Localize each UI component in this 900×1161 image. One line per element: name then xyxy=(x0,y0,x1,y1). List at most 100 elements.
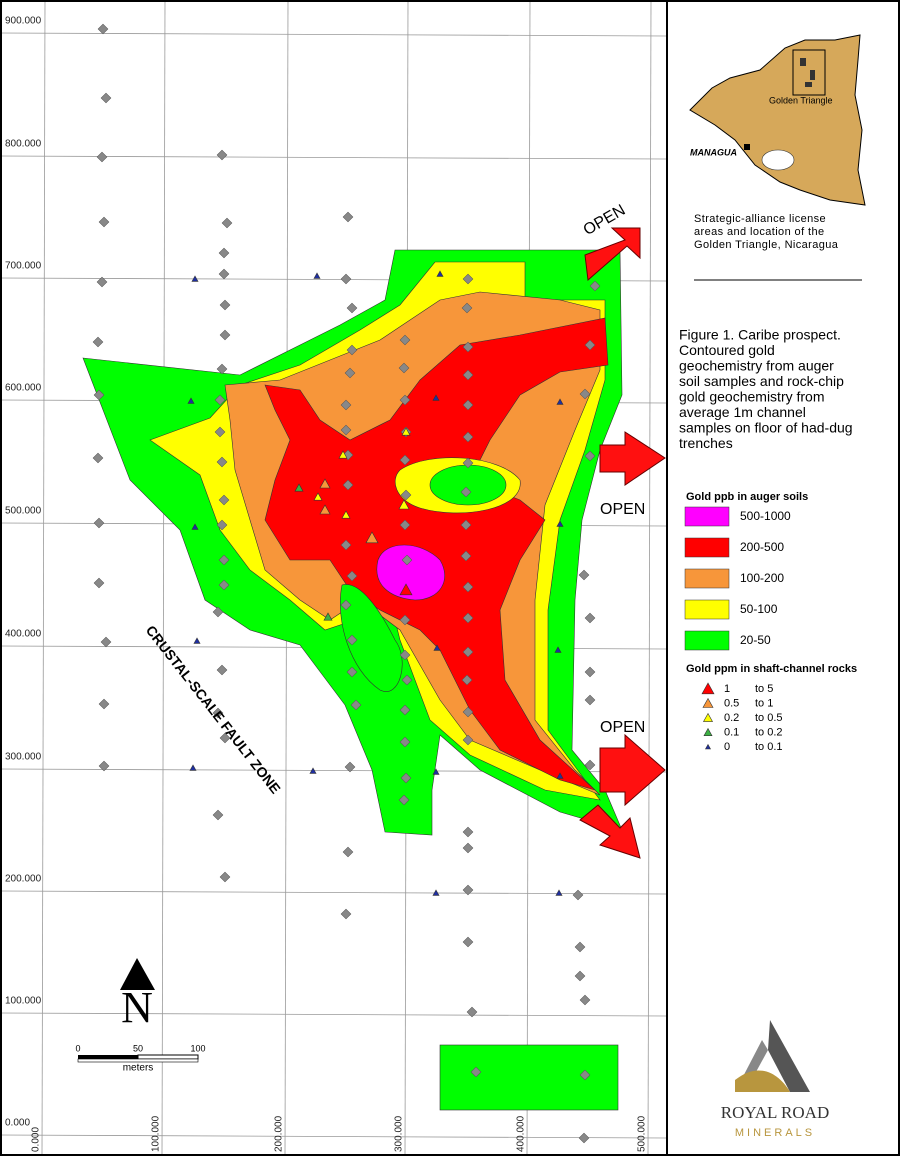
x-coordinate-label: 100.000 xyxy=(151,1115,162,1152)
north-label: N xyxy=(121,983,153,1032)
sample-point xyxy=(216,363,228,375)
sample-point xyxy=(340,424,352,436)
sample-point xyxy=(344,761,356,773)
sample-point xyxy=(584,666,596,678)
contour-green-window xyxy=(429,464,507,506)
rock-sample xyxy=(703,727,713,737)
rock-sample xyxy=(556,520,564,527)
sample-point xyxy=(346,302,358,314)
sample-point xyxy=(401,674,413,686)
sample-point xyxy=(584,612,596,624)
legend-label: 20-50 xyxy=(740,633,771,647)
sample-point xyxy=(344,367,356,379)
sample-point xyxy=(346,344,358,356)
sample-point xyxy=(462,734,474,746)
sample-point xyxy=(214,394,226,406)
scale-bar: 0 50 100 meters xyxy=(75,1043,205,1073)
sample-point xyxy=(579,388,591,400)
sample-point xyxy=(100,636,112,648)
sample-point xyxy=(399,519,411,531)
sample-point xyxy=(216,664,228,676)
rock-sample xyxy=(432,394,440,401)
sample-point xyxy=(214,426,226,438)
logo: ROYAL ROAD MINERALS xyxy=(721,1020,829,1139)
legend-label: to 0.5 xyxy=(755,712,783,724)
sample-point xyxy=(218,268,230,280)
legend-swatch xyxy=(684,568,730,589)
open-arrow xyxy=(599,733,666,807)
rock-sample xyxy=(555,889,563,896)
open-arrow xyxy=(599,431,666,486)
sample-point xyxy=(578,569,590,581)
sample-point xyxy=(219,299,231,311)
y-coordinate-label: 100.000 xyxy=(5,996,42,1007)
contour-south-block xyxy=(439,1044,619,1111)
rock-sample xyxy=(319,478,331,489)
sample-point xyxy=(96,151,108,163)
sample-point xyxy=(466,1006,478,1018)
sample-point xyxy=(342,479,354,491)
grid-line xyxy=(0,1134,668,1139)
y-coordinate-label: 700.000 xyxy=(5,261,42,272)
sample-point xyxy=(462,273,474,285)
sample-point xyxy=(399,614,411,626)
sample-point xyxy=(97,23,109,35)
sample-point xyxy=(218,554,230,566)
sample-point xyxy=(579,994,591,1006)
inset-region-label: Golden Triangle xyxy=(769,95,833,105)
sample-point xyxy=(98,760,110,772)
sample-point xyxy=(460,550,472,562)
rock-sample xyxy=(323,612,333,621)
sample-point xyxy=(584,339,596,351)
sample-point xyxy=(462,706,474,718)
legend-label: to 0.1 xyxy=(755,741,783,753)
y-coordinate-label: 200.000 xyxy=(5,874,42,885)
coordinate-labels: 900.000800.000700.000600.000500.000400.0… xyxy=(5,16,648,1152)
sample-point xyxy=(589,280,601,292)
figure-caption-line: average 1m channel xyxy=(679,404,806,420)
sample-point xyxy=(462,341,474,353)
sample-point xyxy=(216,149,228,161)
rock-sample xyxy=(556,398,564,405)
grid-line xyxy=(161,0,166,1157)
sample-point xyxy=(584,759,596,771)
sample-point xyxy=(350,699,362,711)
grid-line xyxy=(41,0,46,1157)
sample-point xyxy=(100,92,112,104)
rock-sample xyxy=(556,772,564,779)
rock-sample xyxy=(701,682,715,695)
rock-sample xyxy=(319,504,331,515)
inset-city-label: MANAGUA xyxy=(690,147,737,157)
sample-point xyxy=(340,908,352,920)
rock-sample xyxy=(432,768,440,775)
sample-point xyxy=(462,826,474,838)
legend-title: Gold ppm in shaft-channel rocks xyxy=(686,663,857,675)
legend-title: Gold ppb in auger soils xyxy=(686,491,808,503)
x-coordinate-label: 400.000 xyxy=(516,1115,527,1152)
sample-point xyxy=(398,794,410,806)
legend: Gold ppb in auger soils500-1000200-50010… xyxy=(684,491,857,753)
rock-sample xyxy=(338,450,348,459)
rock-sample xyxy=(341,510,351,519)
legend-label: 1 xyxy=(724,683,730,695)
scale-tick: 0 xyxy=(75,1043,80,1053)
sample-point xyxy=(398,362,410,374)
figure-caption: Figure 1. Caribe prospect.Contoured gold… xyxy=(679,327,853,452)
contour-green-lobe xyxy=(340,584,403,692)
sample-point xyxy=(399,454,411,466)
sample-point xyxy=(462,457,474,469)
inset-map: Golden Triangle MANAGUA xyxy=(689,34,866,206)
sample-point xyxy=(93,389,105,401)
rock-sample xyxy=(398,499,410,510)
inset-caption-line: Strategic-alliance license xyxy=(694,213,826,225)
sample-point xyxy=(98,698,110,710)
inset-caption-line: Golden Triangle, Nicaragua xyxy=(694,239,839,251)
sample-point xyxy=(346,634,358,646)
sample-point xyxy=(470,1066,482,1078)
legend-label: 0.2 xyxy=(724,712,739,724)
contour-200-500 xyxy=(264,317,609,791)
sample-point xyxy=(219,871,231,883)
legend-label: 100-200 xyxy=(740,571,784,585)
sample-point xyxy=(340,539,352,551)
